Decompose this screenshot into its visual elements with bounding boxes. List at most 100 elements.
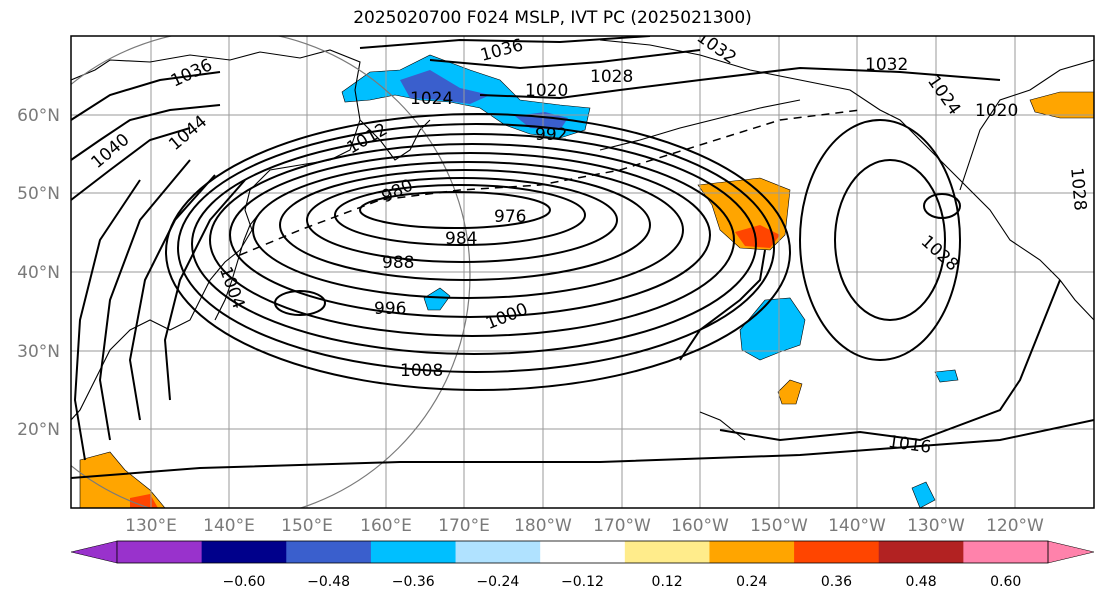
ivt-strong-positive-central [735, 225, 780, 248]
isobar [252, 161, 684, 299]
lon-label: 150°W [750, 516, 808, 536]
contour-label: 984 [445, 229, 477, 249]
lat-label: 20°N [17, 420, 60, 440]
contour-label: 1020 [525, 81, 568, 101]
lon-label: 120°W [986, 516, 1044, 536]
isobar [177, 123, 775, 373]
longitude-labels: 130°E 140°E 150°E 160°E 170°E 180°W 170°… [125, 516, 1044, 536]
colorbar-segment [286, 541, 372, 563]
ivt-negative-small-1 [423, 287, 451, 311]
colorbar-tick-label: 0.24 [736, 574, 767, 590]
lat-label: 30°N [17, 342, 60, 362]
colorbar-tick-label: −0.24 [476, 574, 519, 590]
lon-label: 170°W [593, 516, 651, 536]
lon-label: 140°W [828, 516, 886, 536]
colorbar-tick-label: 0.36 [821, 574, 852, 590]
dashed-track [239, 109, 861, 256]
contour-label: 1032 [865, 55, 908, 75]
lon-label: 170°E [438, 516, 490, 536]
isobar-high-small [923, 193, 961, 219]
isobar-west-arc-3 [163, 179, 246, 401]
ivt-positive-east [1029, 91, 1094, 119]
colorbar-segment [624, 541, 710, 563]
isobar-1016-east [719, 279, 1061, 442]
colorbar-segment [455, 541, 541, 563]
map-frame [70, 35, 1095, 509]
isobar-closed-low [274, 290, 326, 316]
contour-label: 1024 [410, 89, 453, 109]
coastline-hawaii [699, 411, 746, 441]
lat-label: 40°N [17, 263, 60, 283]
colorbar-tick-label: 0.48 [905, 574, 936, 590]
isobar [165, 113, 791, 391]
coastline-north-america [959, 59, 1094, 191]
colorbar-tick-label: 0.60 [990, 574, 1021, 590]
reference-circle [71, 36, 471, 508]
isobar [191, 133, 757, 355]
colorbar-segment [117, 541, 203, 563]
mslp-contours [71, 36, 1094, 479]
ivt-strong-negative-north [400, 70, 490, 104]
isobar-1016-upper [679, 249, 766, 361]
lon-label: 180°W [514, 516, 572, 536]
coastline-alaska [599, 39, 1094, 321]
colorbar: −0.60 −0.48 −0.36 −0.24 −0.12 0.12 0.24 0.36 0.4… [70, 540, 1095, 590]
contour-label: 996 [374, 299, 406, 319]
colorbar-segment [709, 541, 795, 563]
isobar [209, 143, 735, 337]
contour-label: 1028 [1066, 167, 1090, 212]
isobar-west-arc-4 [73, 179, 141, 461]
lon-label: 160°E [360, 516, 412, 536]
lat-label: 60°N [17, 106, 60, 126]
colorbar-segment [201, 541, 287, 563]
colorbar-over-arrow [1047, 540, 1095, 564]
lon-label: 130°W [907, 516, 965, 536]
lon-label: 130°E [125, 516, 177, 536]
colorbar-segment [540, 541, 626, 563]
isobar [229, 152, 711, 318]
isobar-west-arc-2 [128, 174, 216, 421]
lon-label: 160°W [671, 516, 729, 536]
isobar-west-1036 [71, 71, 221, 121]
colorbar-segment [963, 541, 1049, 563]
colorbar-tick-label: −0.12 [561, 574, 604, 590]
coastline-japan [214, 214, 259, 321]
contour-label: 1008 [400, 361, 443, 381]
isobar-west-1040 [71, 104, 221, 161]
isobar-west-1044 [71, 127, 191, 201]
lon-label: 140°E [203, 516, 255, 536]
map-title: 2025020700 F024 MSLP, IVT PC (2025021300… [353, 8, 752, 28]
ivt-negative-small-3 [934, 369, 959, 383]
contour-label: 1028 [590, 67, 633, 87]
isobar [334, 184, 586, 246]
contour-label: 976 [494, 207, 526, 227]
isobar [279, 169, 651, 281]
colorbar-tick-label: −0.48 [307, 574, 350, 590]
ivt-positive-southwest [79, 451, 166, 508]
colorbar-tick-label: −0.60 [223, 574, 266, 590]
lon-label: 150°E [281, 516, 333, 536]
contour-label: 1020 [975, 101, 1018, 121]
isobar-high-east [799, 119, 961, 361]
isobar [306, 177, 618, 263]
isobar-1016 [71, 419, 1094, 479]
contour-label: 992 [535, 125, 567, 145]
isobar-north-1024 [429, 49, 701, 70]
ivt-positive-southeast [777, 379, 803, 405]
lat-label: 50°N [17, 184, 60, 204]
colorbar-under-arrow [70, 540, 118, 564]
isobar-high-east-inner [834, 159, 946, 321]
colorbar-segment [370, 541, 457, 563]
coastline-asia [71, 49, 361, 421]
colorbar-segment [794, 541, 880, 563]
isobar [359, 191, 551, 229]
colorbar-frame [116, 540, 1049, 564]
ivt-negative-small-2 [911, 481, 936, 508]
isobar-west-arc-1 [98, 159, 191, 441]
contour-label: 988 [382, 253, 414, 273]
colorbar-tick-label: −0.36 [392, 574, 435, 590]
isobar-north-1028 [359, 36, 651, 49]
colorbar-tick-label: 0.12 [652, 574, 683, 590]
latitude-labels: 60°N 50°N 40°N 30°N 20°N [17, 106, 60, 440]
